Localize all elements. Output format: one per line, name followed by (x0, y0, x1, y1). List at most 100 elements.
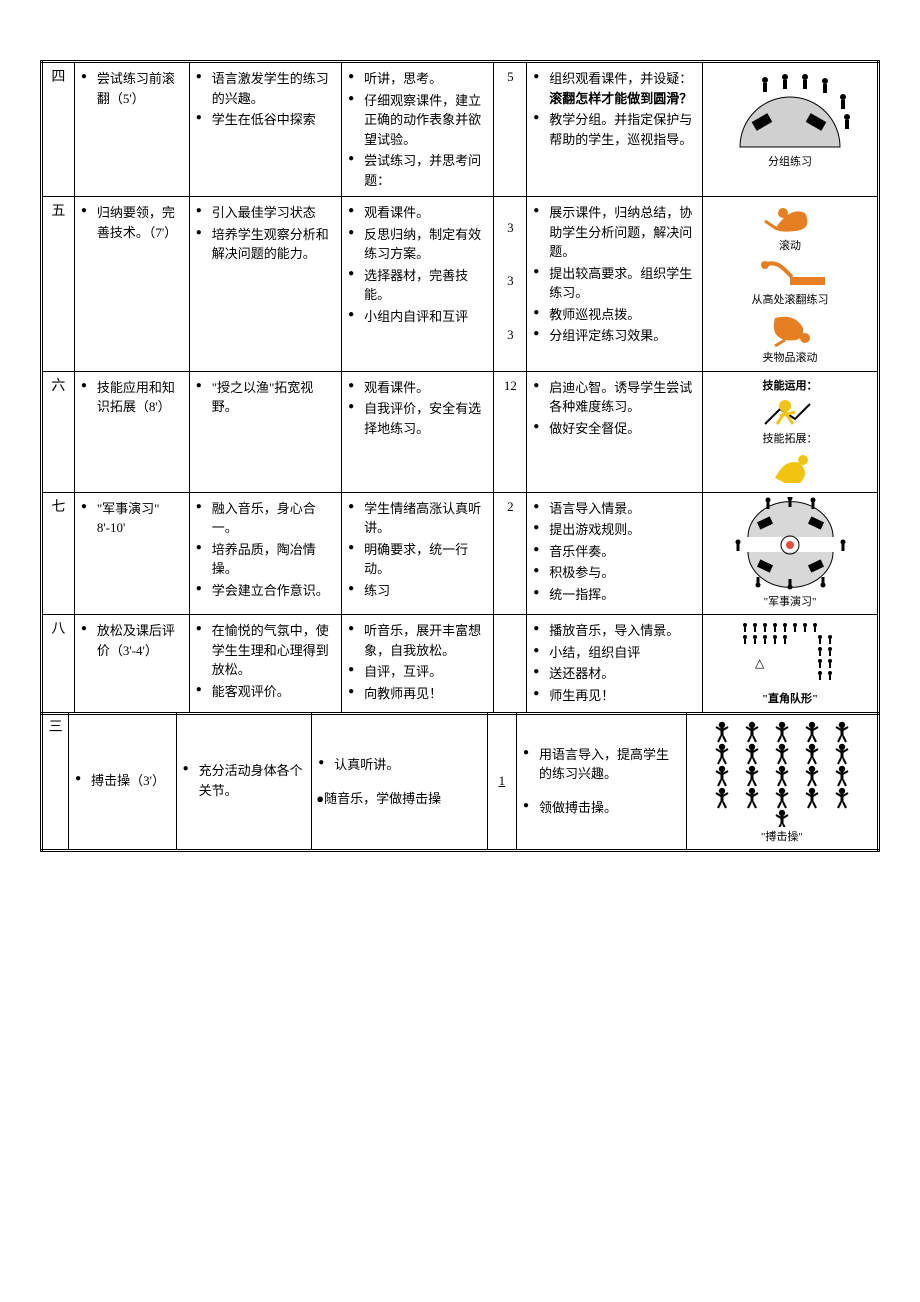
list-item: 语言导入情景。 (531, 499, 698, 519)
list-item: 听音乐，展开丰富想象，自我放松。 (346, 621, 489, 660)
table-row: 五 归纳要领，完善技术。（7'） 引入最佳学习状态 培养学生观察分析和解决问题的… (42, 197, 879, 372)
svg-text:△: △ (755, 656, 765, 670)
high-roll-icon (750, 255, 830, 290)
boxing-exercise-formation (702, 717, 862, 827)
military-drill-diagram (723, 497, 858, 592)
diagram-label: 从高处滚翻练习 (707, 292, 873, 309)
row-student: 听讲，思考。 仔细观察课件，建立正确的动作表象并欲望试验。 尝试练习，并思考问题… (342, 62, 494, 197)
diagram-label: "直角队形" (707, 691, 873, 708)
list-item: 领做搏击操。 (521, 798, 682, 818)
list-item: 教师巡视点拨。 (531, 305, 698, 325)
clamp-roll-icon (755, 308, 825, 348)
list-item: 学生情绪高涨认真听讲。 (346, 499, 489, 538)
list-item: 培养品质，陶冶情操。 (194, 540, 337, 579)
list-item: 引入最佳学习状态 (194, 203, 337, 223)
table-row: 八 放松及课后评价（3'-4'） 在愉悦的气氛中，使学生生理和心理得到放松。 能… (42, 615, 879, 714)
row-time: 1 (487, 712, 516, 851)
row-activity: 放松及课后评价（3'-4'） (74, 615, 189, 714)
diagram-label: 夹物品滚动 (707, 350, 873, 367)
row-student: 观看课件。 自我评价，安全有选择地练习。 (342, 371, 494, 492)
table-row: 四 尝试练习前滚翻（5'） 语言激发学生的练习的兴趣。 学生在低谷中探索 听讲，… (42, 62, 879, 197)
row-purpose: 引入最佳学习状态 培养学生观察分析和解决问题的能力。 (189, 197, 341, 372)
list-item: 统一指挥。 (531, 585, 698, 605)
list-item: 在愉悦的气氛中，使学生生理和心理得到放松。 (194, 621, 337, 680)
list-item: 师生再见！ (531, 686, 698, 706)
row-diagram: 分组练习 (703, 62, 879, 197)
list-item: 组织观看课件，并设疑：滚翻怎样才能做到圆滑？ (531, 69, 698, 108)
list-item: 播放音乐，导入情景。 (531, 621, 698, 641)
row-seq: 三 (42, 712, 69, 851)
row-teacher: 播放音乐，导入情景。 小结，组织自评 送还器材。 师生再见！ (527, 615, 703, 714)
list-item: 自评，互评。 (346, 662, 489, 682)
list-item: 学会建立合作意识。 (194, 581, 337, 601)
row-teacher: 组织观看课件，并设疑：滚翻怎样才能做到圆滑？ 教学分组。并指定保护与帮助的学生，… (527, 62, 703, 197)
row-time: 2 (494, 492, 527, 615)
list-item: 归纳要领，完善技术。（7'） (79, 203, 185, 242)
time-value: 3 (498, 218, 522, 238)
row-student: 听音乐，展开丰富想象，自我放松。 自评，互评。 向教师再见！ (342, 615, 494, 714)
list-item: 听讲，思考。 (346, 69, 489, 89)
row-student: 学生情绪高涨认真听讲。 明确要求，统一行动。 练习 (342, 492, 494, 615)
row-teacher: 启迪心智。诱导学生尝试各种难度练习。 做好安全督促。 (527, 371, 703, 492)
diagram-label: 滚动 (707, 238, 873, 255)
row-time (494, 615, 527, 714)
list-item: 尝试练习前滚翻（5'） (79, 69, 185, 108)
rolling-icon (755, 201, 825, 236)
list-item: 练习 (346, 581, 489, 601)
row-purpose: 融入音乐，身心合一。 培养品质，陶冶情操。 学会建立合作意识。 (189, 492, 341, 615)
row-student: 观看课件。 反思归纳，制定有效练习方案。 选择器材，完善技能。 小组内自评和互评 (342, 197, 494, 372)
list-item: 分组评定练习效果。 (531, 326, 698, 346)
lesson-plan-table-extra: 三 搏击操（3'） 充分活动身体各个关节。 认真听讲。 ●随音乐，学做搏击操 1… (40, 712, 880, 853)
row-seq: 六 (42, 371, 75, 492)
list-item: 技能应用和知识拓展（8'） (79, 378, 185, 417)
list-item: 向教师再见！ (346, 684, 489, 704)
row-diagram: △ "直角队形" (703, 615, 879, 714)
row-seq: 七 (42, 492, 75, 615)
row-purpose: 充分活动身体各个关节。 (176, 712, 312, 851)
table-row: 七 "军事演习" 8'-10' 融入音乐，身心合一。 培养品质，陶冶情操。 学会… (42, 492, 879, 615)
right-angle-formation-diagram: △ (725, 619, 855, 689)
row-purpose: 在愉悦的气氛中，使学生生理和心理得到放松。 能客观评价。 (189, 615, 341, 714)
list-item: 积极参与。 (531, 563, 698, 583)
table-row: 六 技能应用和知识拓展（8'） "授之以渔"拓宽视野。 观看课件。 自我评价，安… (42, 371, 879, 492)
list-item: 培养学生观察分析和解决问题的能力。 (194, 225, 337, 264)
list-item: 教学分组。并指定保护与帮助的学生，巡视指导。 (531, 110, 698, 149)
diagram-label: "军事演习" (707, 594, 873, 611)
list-item: 学生在低谷中探索 (194, 110, 337, 130)
row-activity: 技能应用和知识拓展（8'） (74, 371, 189, 492)
list-item: 送还器材。 (531, 664, 698, 684)
diagram-label: 分组练习 (707, 154, 873, 171)
list-item: 展示课件，归纳总结，协助学生分析问题，解决问题。 (531, 203, 698, 262)
list-item: 放松及课后评价（3'-4'） (79, 621, 185, 660)
list-item: 尝试练习，并思考问题： (346, 151, 489, 190)
row-activity: 搏击操（3'） (69, 712, 176, 851)
list-item: 反思归纳，制定有效练习方案。 (346, 225, 489, 264)
row-diagram: "搏击操" (686, 712, 878, 851)
list-item: 语言激发学生的练习的兴趣。 (194, 69, 337, 108)
list-item: 随音乐，学做搏击操 (324, 791, 441, 806)
row-purpose: "授之以渔"拓宽视野。 (189, 371, 341, 492)
row-diagram: 技能运用： 技能拓展： (703, 371, 879, 492)
diagram-label: 技能拓展： (707, 431, 873, 448)
skill-extend-icon (755, 448, 825, 488)
list-item: 选择器材，完善技能。 (346, 266, 489, 305)
list-item: 小组内自评和互评 (346, 307, 489, 327)
list-item: 提出游戏规则。 (531, 520, 698, 540)
row-seq: 五 (42, 197, 75, 372)
group-practice-diagram (725, 67, 855, 152)
row-teacher: 语言导入情景。 提出游戏规则。 音乐伴奏。 积极参与。 统一指挥。 (527, 492, 703, 615)
table-row: 三 搏击操（3'） 充分活动身体各个关节。 认真听讲。 ●随音乐，学做搏击操 1… (42, 712, 879, 851)
row-diagram: 滚动 从高处滚翻练习 夹物品滚动 (703, 197, 879, 372)
row-time: 5 (494, 62, 527, 197)
row-activity: 尝试练习前滚翻（5'） (74, 62, 189, 197)
row-purpose: 语言激发学生的练习的兴趣。 学生在低谷中探索 (189, 62, 341, 197)
row-diagram: "军事演习" (703, 492, 879, 615)
time-value: 3 (498, 325, 522, 345)
row-student: 认真听讲。 ●随音乐，学做搏击操 (312, 712, 487, 851)
row-seq: 八 (42, 615, 75, 714)
list-item: 仔细观察课件，建立正确的动作表象并欲望试验。 (346, 91, 489, 150)
row-teacher: 展示课件，归纳总结，协助学生分析问题，解决问题。 提出较高要求。组织学生练习。 … (527, 197, 703, 372)
list-item: "军事演习" 8'-10' (79, 499, 185, 538)
diagram-label: 技能运用： (707, 378, 873, 395)
row-seq: 四 (42, 62, 75, 197)
